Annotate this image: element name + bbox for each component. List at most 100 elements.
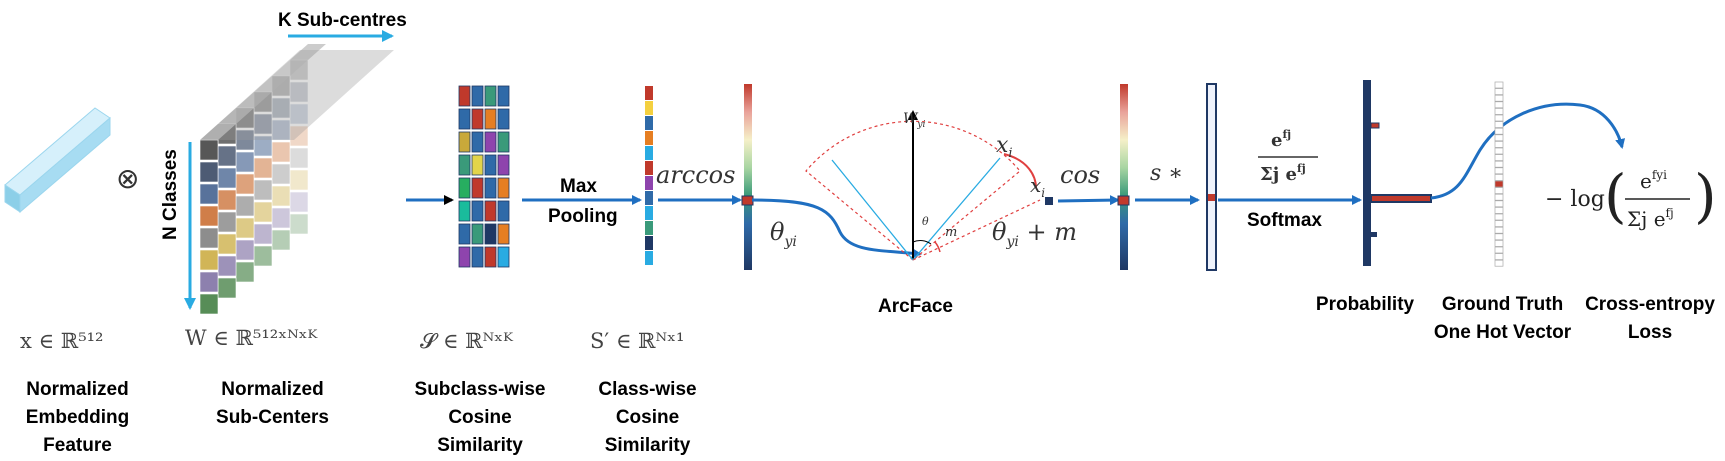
tensor-cell bbox=[235, 239, 255, 261]
one-hot-cell bbox=[1494, 246, 1504, 254]
class-cosine-cell bbox=[645, 131, 653, 145]
tensor-cell bbox=[253, 223, 273, 245]
tensor-cell bbox=[289, 147, 309, 169]
probability-bar bbox=[1363, 80, 1371, 266]
theta-column bbox=[744, 84, 752, 270]
cosine-cell bbox=[471, 154, 484, 176]
cosine-cell bbox=[458, 108, 471, 130]
s-cosine-formula: 𝓢 ∈ ℝᴺˣᴷ bbox=[420, 329, 514, 353]
cosine-cell bbox=[458, 131, 471, 153]
one-hot-cell bbox=[1494, 167, 1504, 175]
tensor-cell bbox=[253, 245, 273, 267]
tensor-top-face bbox=[290, 44, 326, 60]
tensor-cell bbox=[199, 249, 219, 271]
one-hot-cell bbox=[1494, 233, 1504, 241]
class-cosine-cell bbox=[645, 251, 653, 265]
tensor-top-face bbox=[254, 76, 290, 92]
one-hot-cell bbox=[1494, 180, 1504, 188]
cosine-cell bbox=[484, 131, 497, 153]
one-hot-cell bbox=[1494, 160, 1504, 168]
class-cosine-cell bbox=[645, 176, 653, 190]
one-hot-vector bbox=[1494, 81, 1504, 267]
caption-probability: Probability bbox=[1315, 294, 1415, 315]
tensor-cell bbox=[235, 151, 255, 173]
arccos-label: arccos bbox=[656, 161, 735, 189]
softmax-label: Softmax bbox=[1247, 210, 1322, 231]
theta-small-label: θ bbox=[922, 215, 929, 228]
tensor-cell bbox=[217, 255, 237, 277]
embedding-bar bbox=[4, 107, 111, 214]
k-subcentres-label: K Sub-centres bbox=[278, 10, 407, 31]
tensor-cell bbox=[271, 229, 291, 251]
cosine-cell bbox=[484, 108, 497, 130]
tensor-cell bbox=[253, 179, 273, 201]
cosine-cell bbox=[497, 246, 510, 268]
theta-yi-label: θyi bbox=[770, 218, 797, 250]
loss-minus-log: − log bbox=[1545, 187, 1605, 212]
tensor-cell bbox=[199, 205, 219, 227]
tensor-cell bbox=[235, 261, 255, 283]
max-pooling-line2: Pooling bbox=[548, 206, 618, 227]
class-cosine-cell bbox=[645, 116, 653, 130]
one-hot-cell bbox=[1494, 81, 1504, 89]
one-hot-cell bbox=[1494, 147, 1504, 155]
softmax-formula-den: Σj efj bbox=[1260, 162, 1306, 185]
one-hot-cell bbox=[1494, 121, 1504, 128]
one-hot-cell bbox=[1494, 108, 1504, 115]
tensor-cell bbox=[217, 277, 237, 299]
caption-subcenters: Normalized Sub-Centers bbox=[216, 379, 329, 428]
otimes-symbol: ⊗ bbox=[116, 162, 139, 195]
tensor-cell bbox=[289, 213, 309, 235]
caption-ground-truth: Ground Truth One Hot Vector bbox=[1433, 294, 1572, 343]
loss-formula-den: Σj efj bbox=[1627, 206, 1674, 231]
cosine-cell bbox=[484, 200, 497, 222]
x-i-right-label: xi bbox=[1030, 173, 1045, 200]
one-hot-cell bbox=[1494, 259, 1504, 267]
tensor-cell bbox=[235, 173, 255, 195]
logits-marker bbox=[1208, 194, 1215, 201]
class-cosine-cell bbox=[645, 221, 653, 235]
cosine-cell bbox=[497, 177, 510, 199]
loss-paren-right: ) bbox=[1694, 162, 1717, 230]
cosine-cell bbox=[471, 246, 484, 268]
one-hot-cell bbox=[1494, 94, 1504, 102]
w-yi-label: Wyi bbox=[903, 111, 925, 130]
tensor-cell bbox=[217, 189, 237, 211]
w-subcenters-formula: W ∈ ℝ⁵¹²ˣᴺˣᴷ bbox=[185, 326, 319, 350]
subclass-cosine-grid bbox=[458, 85, 510, 268]
s-times-label: s ∗ bbox=[1150, 161, 1183, 186]
tensor-cell bbox=[271, 207, 291, 229]
tensor-cell bbox=[289, 59, 309, 81]
probability-small-2 bbox=[1371, 232, 1377, 237]
caption-subclass-cosine: Subclass-wise Cosine Similarity bbox=[414, 379, 546, 456]
cosine-cell bbox=[497, 154, 510, 176]
arrow-cos bbox=[1057, 195, 1120, 206]
tensor-cell bbox=[199, 161, 219, 183]
cosine-cell bbox=[497, 223, 510, 245]
tensor-cell bbox=[199, 139, 219, 161]
arcface-label: ArcFace bbox=[878, 296, 953, 317]
class-cosine-cell bbox=[645, 146, 653, 160]
one-hot-cell bbox=[1494, 193, 1504, 201]
tensor-top-face bbox=[218, 108, 254, 124]
class-cosine-cell bbox=[645, 86, 653, 100]
cosine-cell bbox=[484, 154, 497, 176]
one-hot-cell bbox=[1494, 88, 1504, 95]
x-embedding-formula: x ∈ ℝ⁵¹² bbox=[20, 329, 103, 353]
tensor-top-face bbox=[272, 60, 308, 76]
one-hot-cell bbox=[1494, 226, 1504, 234]
one-hot-cell bbox=[1494, 213, 1504, 221]
cos-marker bbox=[1117, 195, 1130, 206]
arcface-geometry bbox=[805, 110, 1053, 261]
tensor-cell bbox=[217, 145, 237, 167]
prob-to-loss-curve bbox=[1430, 102, 1626, 200]
one-hot-cell bbox=[1494, 200, 1504, 208]
tensor-cell bbox=[235, 195, 255, 217]
theta-marker bbox=[741, 195, 754, 206]
cosine-cell bbox=[471, 223, 484, 245]
cos-label: cos bbox=[1060, 161, 1100, 189]
class-cosine-cell bbox=[645, 161, 653, 175]
logits-column bbox=[1206, 83, 1217, 271]
tensor-cell bbox=[235, 217, 255, 239]
one-hot-cell bbox=[1494, 114, 1504, 122]
